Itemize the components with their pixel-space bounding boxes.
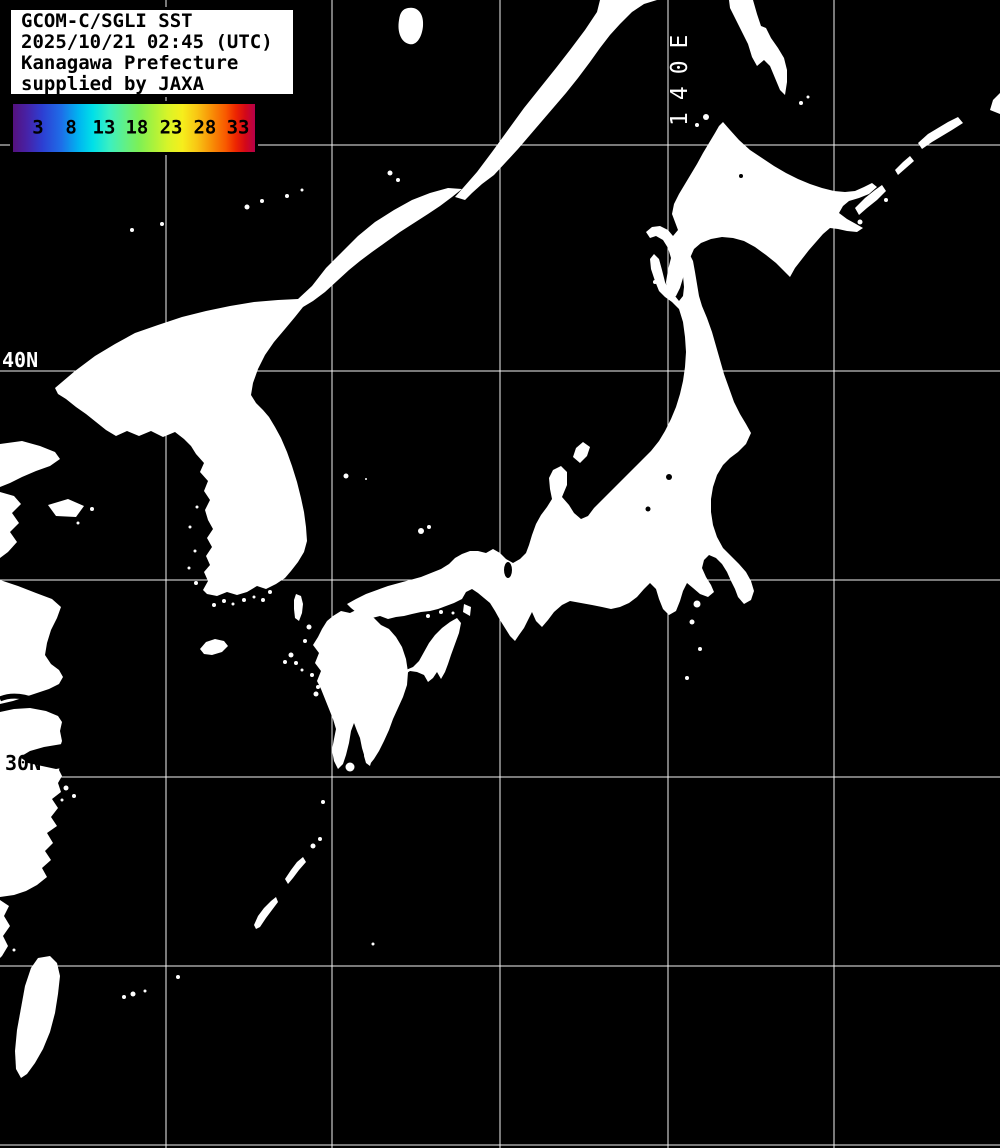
colorbar-value: 23 — [159, 116, 183, 139]
colorbar-value: 3 — [32, 116, 44, 139]
land-jeju — [200, 639, 228, 655]
land-honshu — [347, 254, 754, 641]
lake-biwa — [504, 562, 512, 578]
colorbar-value: 18 — [125, 116, 149, 139]
land-sado — [573, 442, 590, 463]
small-islands — [12, 95, 888, 999]
colorbar-values: 3 8 13 18 23 28 33 — [13, 104, 255, 152]
land-hokkaido — [646, 122, 877, 299]
land-okinawa — [254, 897, 278, 929]
info-box: GCOM-C/SGLI SST 2025/10/21 02:45 (UTC) Kan… — [8, 7, 296, 97]
colorbar-value: 8 — [65, 116, 77, 139]
colorbar-value: 28 — [193, 116, 217, 139]
info-line-2: 2025/10/21 02:45 (UTC) — [21, 31, 273, 53]
land-korea-continent — [55, 188, 462, 596]
land-shikoku — [399, 618, 461, 682]
colorbar-gradient — [13, 104, 255, 152]
land-tsushima — [294, 594, 303, 621]
info-line-4: supplied by JAXA — [21, 73, 205, 95]
land-awaji — [463, 604, 471, 616]
land-jiangsu — [0, 580, 63, 704]
info-line-1: GCOM-C/SGLI SST — [21, 10, 193, 32]
land-khanka — [398, 7, 424, 45]
land-russia-coast — [455, 0, 657, 200]
colorbar: 3 8 13 18 23 28 33 — [10, 101, 258, 155]
land-kyushu — [313, 609, 408, 769]
land-amami — [285, 857, 306, 884]
land-tanegashima — [364, 749, 372, 766]
info-line-3: Kanagawa Prefecture — [21, 52, 239, 74]
land-shapes — [0, 0, 1000, 1078]
lat-label-30n: 30N — [5, 751, 41, 775]
water-overlays — [0, 174, 743, 769]
yangtze-channel — [0, 693, 66, 714]
lon-label-140e: 140E — [667, 23, 693, 126]
land-taiwan — [15, 956, 60, 1078]
hangzhou-bay — [20, 744, 62, 769]
lat-label-40n: 40N — [2, 348, 38, 372]
land-sakhalin — [729, 0, 787, 95]
colorbar-value: 33 — [226, 116, 250, 139]
colorbar-value: 13 — [92, 116, 116, 139]
